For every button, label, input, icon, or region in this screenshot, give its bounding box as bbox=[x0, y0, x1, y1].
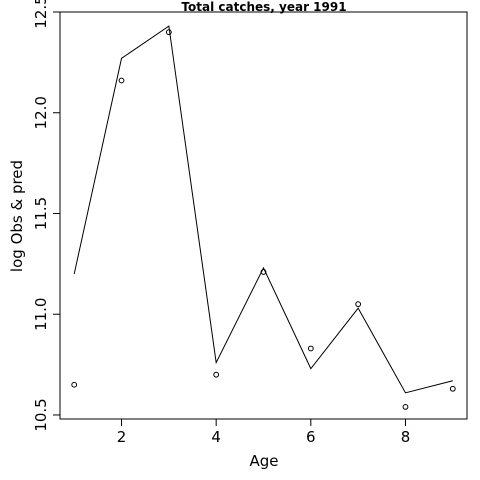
x-axis-label: Age bbox=[249, 452, 278, 470]
x-tick-label: 2 bbox=[117, 428, 127, 446]
predicted-line bbox=[73, 25, 453, 394]
series-layer bbox=[71, 25, 456, 410]
y-tick-label: 12.5 bbox=[32, 0, 50, 29]
observed-point bbox=[355, 301, 362, 308]
observed-point bbox=[165, 29, 172, 36]
observed-point bbox=[260, 269, 267, 275]
x-tick-label: 4 bbox=[211, 428, 221, 446]
y-tick-label: 12.0 bbox=[32, 96, 50, 129]
observed-point bbox=[402, 404, 409, 410]
observed-point bbox=[449, 385, 456, 392]
x-tick-label: 6 bbox=[306, 428, 316, 446]
y-tick-label: 11.0 bbox=[32, 298, 50, 331]
observed-point bbox=[71, 381, 78, 388]
observed-point bbox=[307, 345, 314, 352]
y-tick-label: 11.5 bbox=[32, 197, 50, 230]
observed-point bbox=[118, 77, 125, 84]
y-axis-label: log Obs & pred bbox=[8, 160, 26, 272]
observed-point bbox=[213, 371, 220, 378]
chart-title: Total catches, year 1991 bbox=[181, 0, 346, 14]
plot-frame bbox=[59, 11, 468, 420]
x-tick-label: 8 bbox=[401, 428, 411, 446]
y-tick-label: 10.5 bbox=[32, 398, 50, 431]
x-axis: 2 4 6 8 bbox=[117, 418, 411, 446]
y-axis: 10.5 11.0 11.5 12.0 12.5 bbox=[32, 0, 61, 432]
